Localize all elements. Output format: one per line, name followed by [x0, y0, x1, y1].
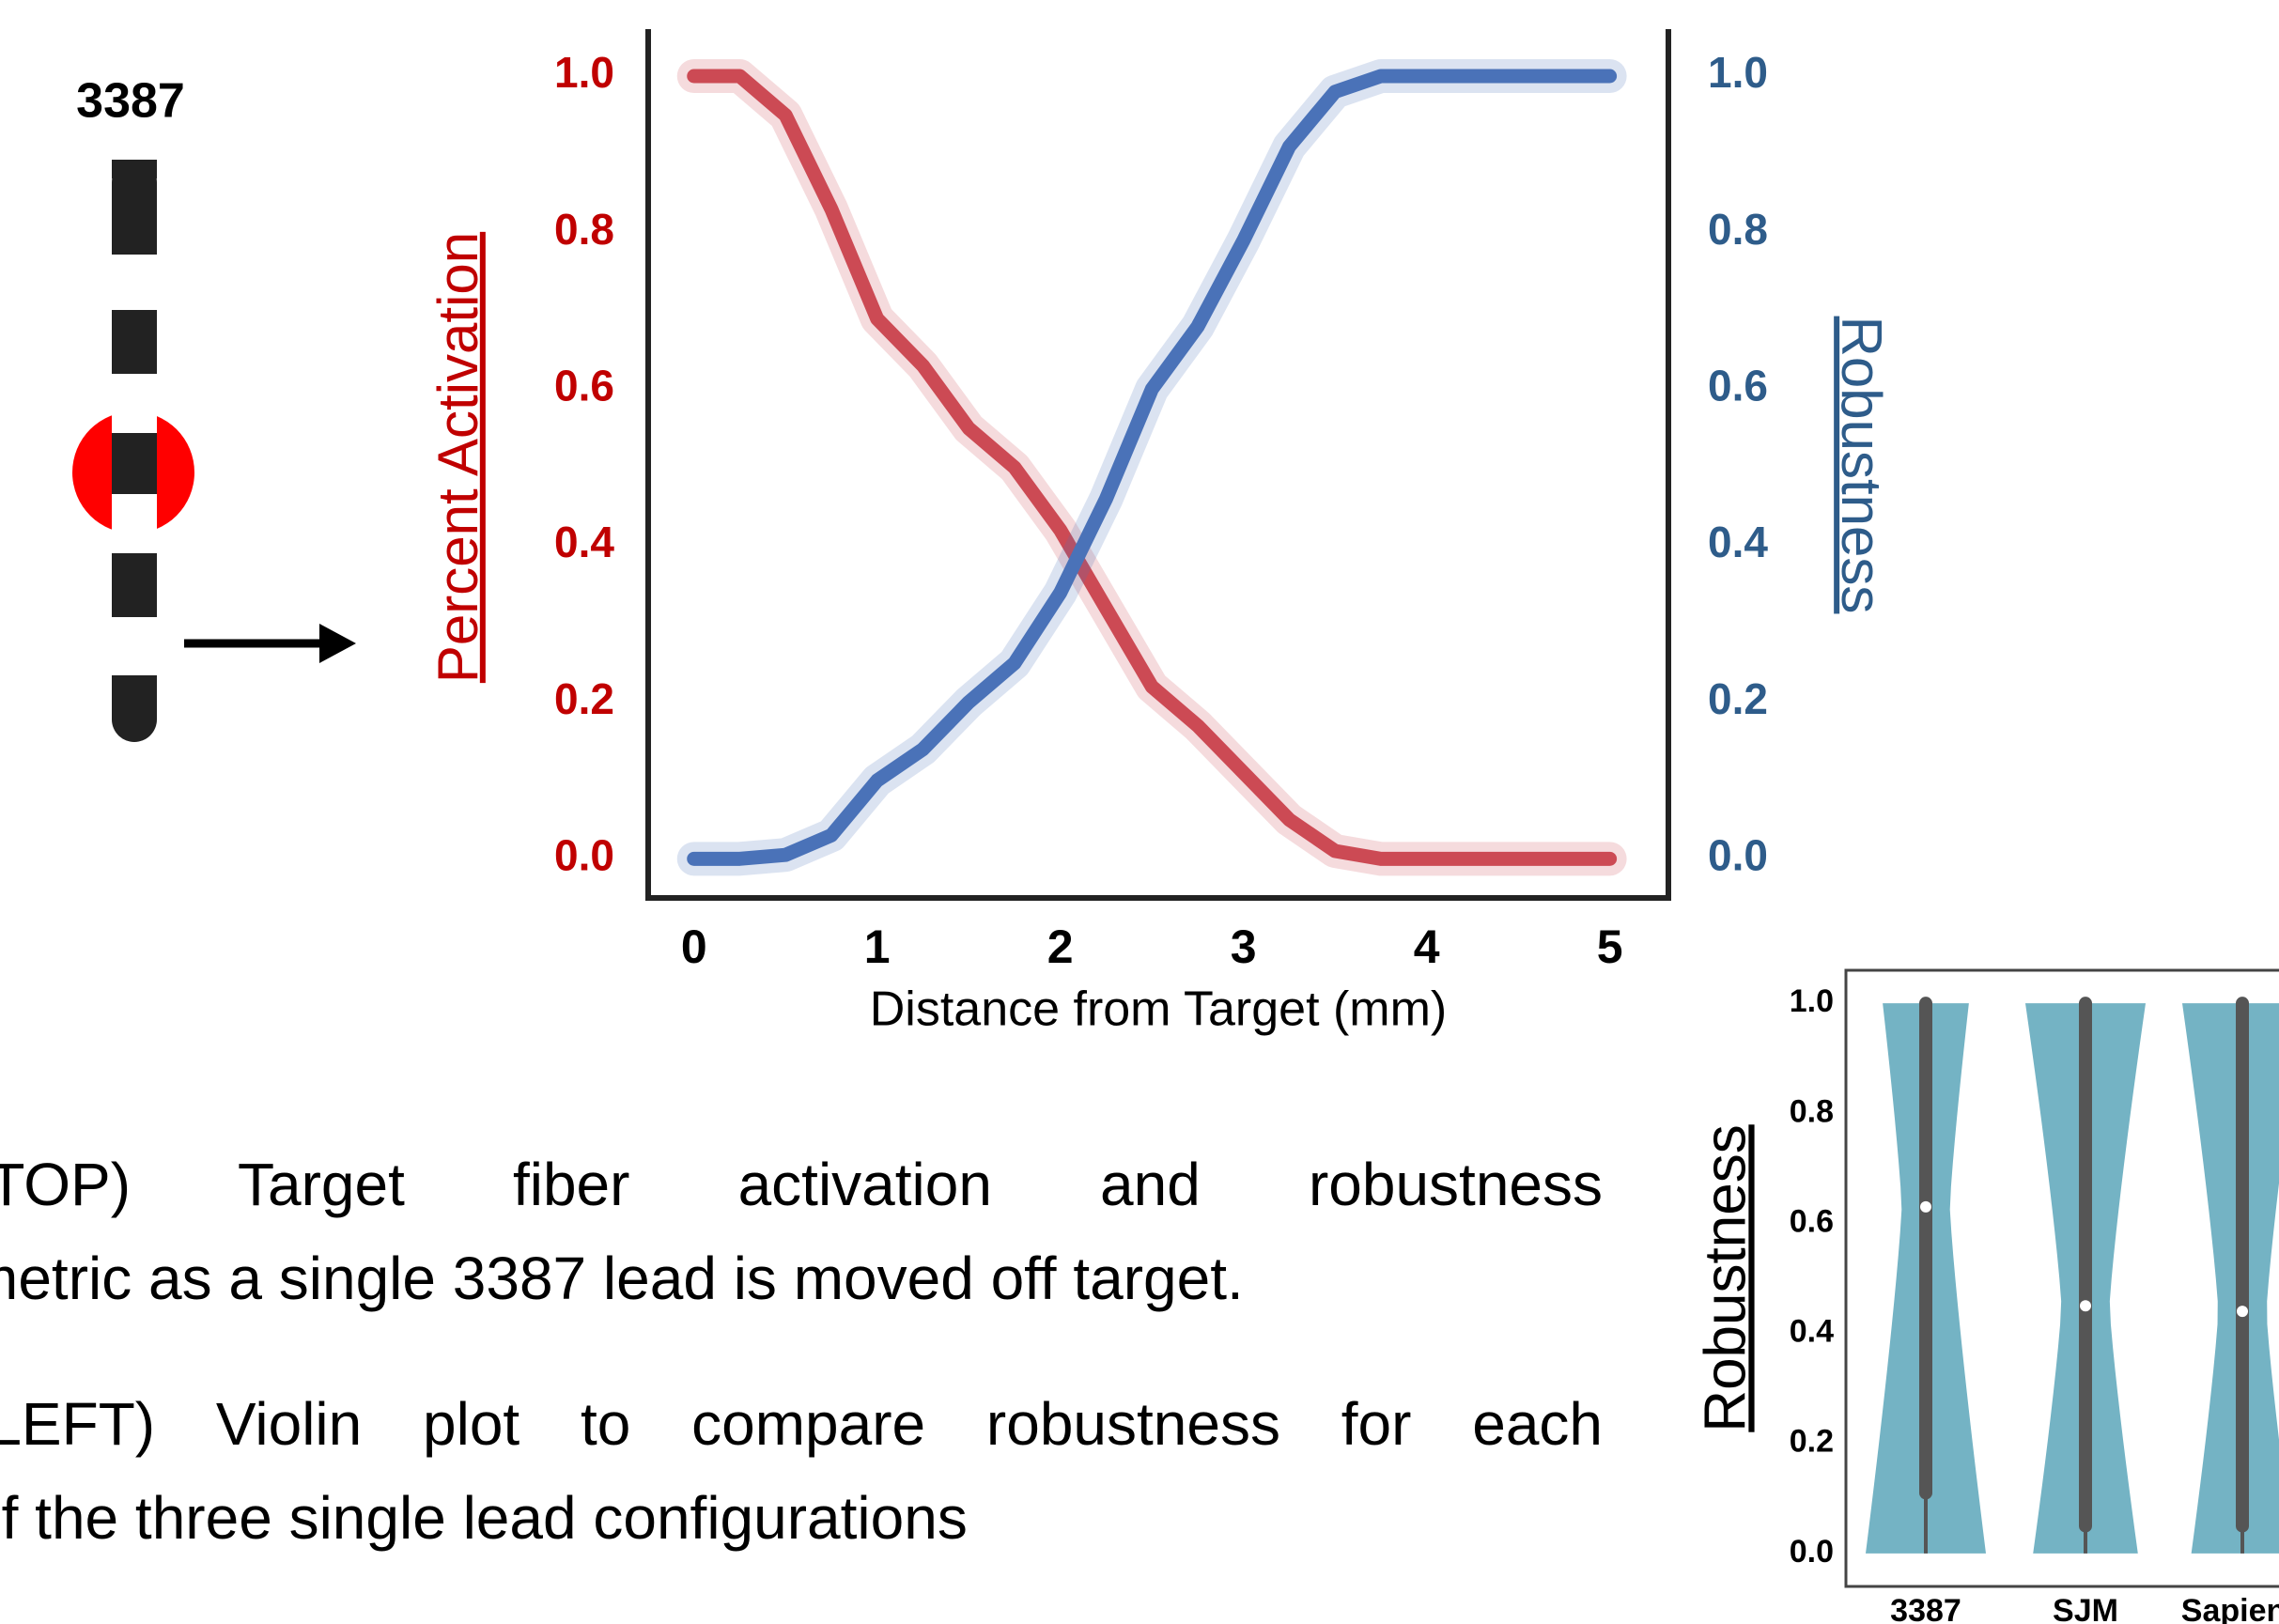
arrow-head — [319, 624, 356, 663]
y-tick-label: 0.6 — [1790, 1203, 1834, 1239]
caption-line: of the three single lead configurations — [0, 1484, 968, 1552]
x-tick-label: 5 — [1597, 920, 1623, 973]
y-axis-label: Robustness — [1693, 1124, 1758, 1431]
x-tick-label: 4 — [1414, 920, 1440, 973]
series-line — [687, 69, 1618, 866]
y2-tick-label: 0.6 — [1708, 361, 1768, 410]
violin-median — [2237, 1306, 2248, 1318]
caption-line: (LEFT) Violin plot to compare robustness… — [0, 1390, 1603, 1458]
y-tick-label: 0.4 — [1790, 1314, 1834, 1350]
violin-median — [2080, 1300, 2091, 1312]
lead-diagram — [72, 160, 356, 742]
caption-line: metric as a single 3387 lead is moved of… — [0, 1245, 1244, 1312]
x-tick-label: 3 — [1231, 920, 1257, 973]
y-axis-label: Percent Activation — [426, 232, 489, 683]
y-tick-label: 1.0 — [554, 48, 614, 97]
lead-label: 3387 — [76, 74, 185, 129]
y-tick-label: 0.8 — [554, 205, 614, 254]
x-tick-label: 0 — [681, 920, 707, 973]
y2-axis-label: Robustness — [1830, 317, 1893, 614]
y-tick-label: 0.2 — [1790, 1424, 1834, 1460]
y2-tick-label: 0.8 — [1708, 205, 1768, 254]
y2-tick-label: 1.0 — [1708, 48, 1768, 97]
y-tick-label: 0.4 — [554, 518, 614, 566]
x-tick-label: SJM — [2053, 1593, 2118, 1624]
plot-frame — [1844, 968, 2279, 1588]
lead-contact — [112, 374, 157, 433]
y-tick-label: 0.0 — [554, 830, 614, 879]
lead-contact — [112, 494, 157, 553]
y2-tick-label: 0.0 — [1708, 830, 1768, 879]
x-tick-label: Sapiens — [2181, 1593, 2279, 1624]
y2-tick-label: 0.4 — [1708, 518, 1768, 566]
y-tick-label: 0.0 — [1790, 1534, 1834, 1570]
violin-median — [1920, 1200, 1931, 1213]
y-tick-label: 0.2 — [554, 674, 614, 723]
lead-contact — [112, 617, 157, 675]
lead-top — [112, 160, 157, 178]
x-axis-label: Distance from Target (mm) — [870, 982, 1448, 1037]
series-line — [687, 69, 1618, 866]
violin-body — [2182, 1003, 2279, 1554]
x-tick-label: 3387 — [1890, 1593, 1961, 1624]
x-tick-label: 2 — [1047, 920, 1074, 973]
y2-tick-label: 0.2 — [1708, 674, 1768, 723]
y-tick-label: 1.0 — [1790, 983, 1834, 1019]
caption-line: (TOP) Target fiber activation and robust… — [0, 1151, 1603, 1218]
y-tick-label: 0.6 — [554, 361, 614, 410]
y-tick-label: 0.8 — [1790, 1093, 1834, 1129]
lead-contact — [112, 255, 157, 310]
x-tick-label: 1 — [864, 920, 891, 973]
